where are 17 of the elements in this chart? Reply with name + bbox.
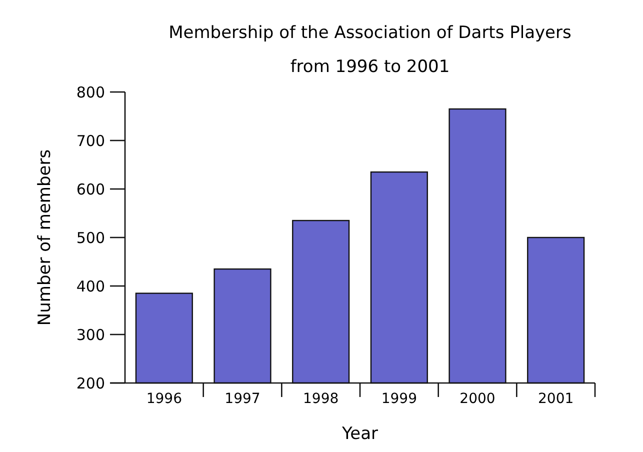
x-tick-label: 2000 xyxy=(460,391,496,407)
chart-title: Membership of the Association of Darts Players xyxy=(168,23,572,43)
x-tick-label: 2001 xyxy=(538,391,574,407)
y-tick-label: 300 xyxy=(76,326,105,344)
y-tick-label: 500 xyxy=(76,228,105,247)
y-tick-label: 200 xyxy=(76,374,105,392)
y-tick-label: 700 xyxy=(76,132,105,150)
x-tick-label: 1999 xyxy=(381,391,417,407)
x-tick-label: 1996 xyxy=(146,391,182,407)
y-tick-label: 600 xyxy=(76,180,105,198)
y-tick-label: 800 xyxy=(76,83,105,102)
x-axis-title: Year xyxy=(341,424,378,444)
x-tick-label: 1997 xyxy=(224,391,260,407)
chart-subtitle: from 1996 to 2001 xyxy=(290,57,450,77)
y-tick-label: 400 xyxy=(76,277,105,296)
x-tick-label: 1998 xyxy=(303,391,339,407)
y-axis-title: Number of members xyxy=(35,149,55,326)
